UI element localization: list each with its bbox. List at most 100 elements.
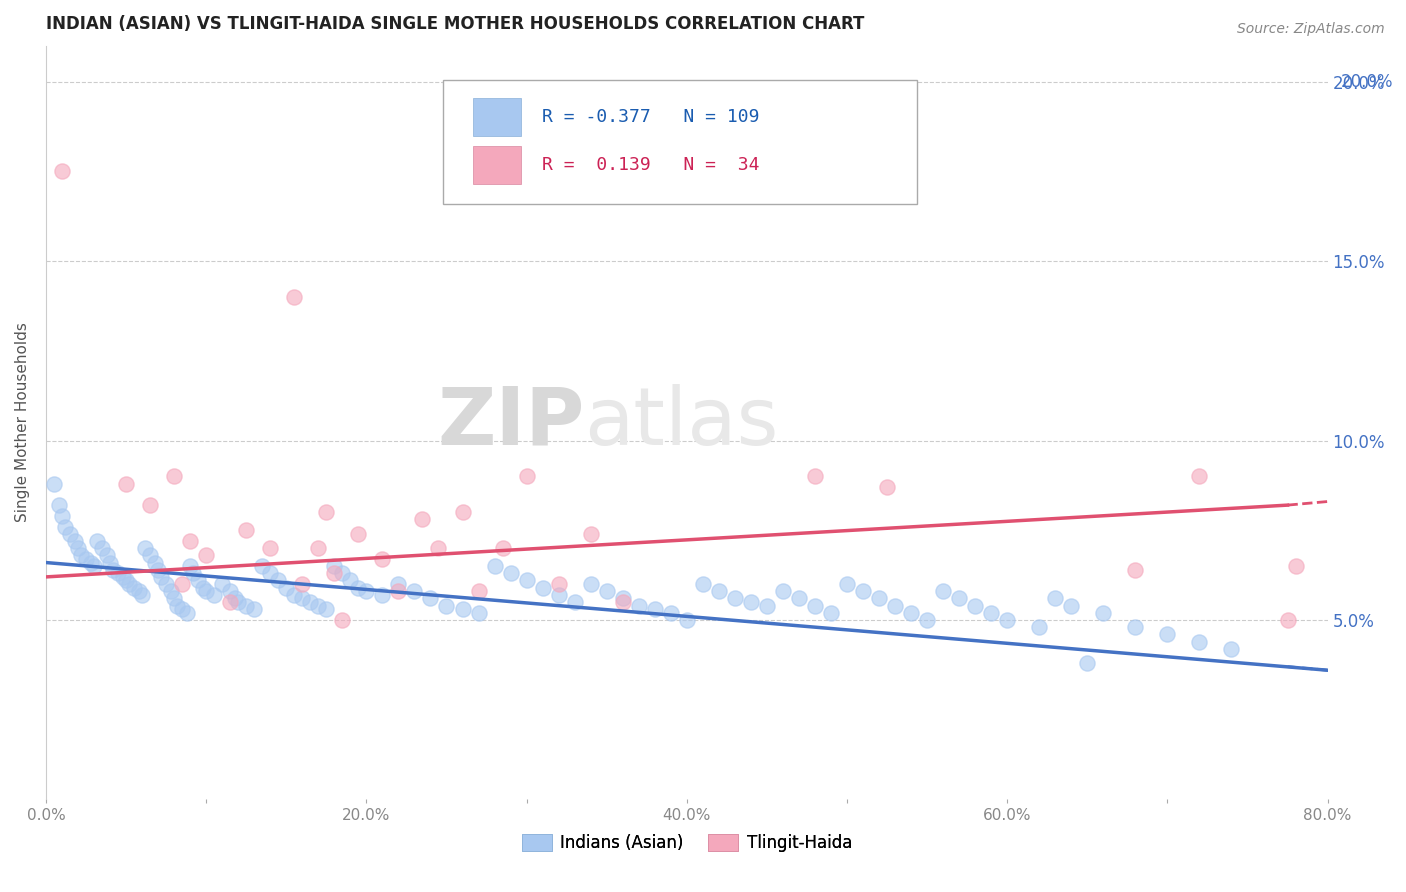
Point	[183, 566, 205, 581]
Point	[1060, 599, 1083, 613]
Point	[98, 556, 121, 570]
Point	[107, 566, 129, 581]
Point	[259, 541, 281, 556]
Point	[564, 595, 586, 609]
Point	[900, 606, 922, 620]
Point	[323, 559, 346, 574]
Point	[965, 599, 987, 613]
FancyBboxPatch shape	[472, 146, 522, 184]
Point	[96, 549, 118, 563]
Point	[134, 541, 156, 556]
Point	[139, 549, 162, 563]
Text: INDIAN (ASIAN) VS TLINGIT-HAIDA SINGLE MOTHER HOUSEHOLDS CORRELATION CHART: INDIAN (ASIAN) VS TLINGIT-HAIDA SINGLE M…	[46, 15, 865, 33]
Point	[172, 602, 194, 616]
Point	[980, 606, 1002, 620]
Point	[323, 566, 346, 581]
Point	[219, 595, 242, 609]
Point	[252, 559, 274, 574]
Point	[53, 519, 76, 533]
Point	[75, 552, 97, 566]
Point	[692, 577, 714, 591]
Point	[484, 559, 506, 574]
Point	[146, 563, 169, 577]
Point	[283, 290, 305, 304]
Point	[876, 480, 898, 494]
Point	[51, 164, 73, 178]
Point	[143, 556, 166, 570]
Point	[150, 570, 173, 584]
Point	[63, 534, 86, 549]
Point	[995, 613, 1018, 627]
FancyBboxPatch shape	[443, 79, 918, 204]
Point	[155, 577, 177, 591]
Point	[187, 574, 209, 588]
Text: ZIP: ZIP	[437, 384, 585, 461]
Point	[820, 606, 842, 620]
Point	[804, 599, 827, 613]
Point	[595, 584, 617, 599]
Point	[347, 526, 370, 541]
Point	[172, 577, 194, 591]
Point	[371, 588, 394, 602]
Point	[160, 584, 183, 599]
Point	[659, 606, 682, 620]
Point	[80, 556, 103, 570]
Point	[499, 566, 522, 581]
Point	[166, 599, 188, 613]
Text: R =  0.139   N =  34: R = 0.139 N = 34	[541, 156, 759, 174]
Point	[70, 549, 93, 563]
Point	[291, 591, 314, 606]
Point	[612, 591, 634, 606]
Point	[371, 552, 394, 566]
Point	[283, 588, 305, 602]
Point	[211, 577, 233, 591]
Point	[235, 599, 257, 613]
Point	[612, 595, 634, 609]
Point	[884, 599, 907, 613]
Point	[1188, 469, 1211, 483]
Point	[299, 595, 322, 609]
Point	[276, 581, 298, 595]
Point	[42, 476, 65, 491]
Point	[772, 584, 794, 599]
Point	[291, 577, 314, 591]
Point	[419, 591, 441, 606]
Point	[179, 559, 201, 574]
Point	[451, 602, 474, 616]
Point	[330, 566, 353, 581]
Point	[128, 584, 150, 599]
Point	[111, 570, 134, 584]
Point	[1277, 613, 1299, 627]
Point	[243, 602, 266, 616]
Point	[948, 591, 970, 606]
Point	[451, 505, 474, 519]
Point	[1156, 627, 1178, 641]
Point	[868, 591, 890, 606]
Point	[115, 574, 138, 588]
Point	[1125, 620, 1147, 634]
Point	[1125, 563, 1147, 577]
Text: 20.0%: 20.0%	[1340, 72, 1393, 91]
Point	[579, 526, 602, 541]
Text: R = -0.377   N = 109: R = -0.377 N = 109	[541, 108, 759, 127]
Point	[330, 613, 353, 627]
Text: Source: ZipAtlas.com: Source: ZipAtlas.com	[1237, 22, 1385, 37]
Point	[195, 549, 218, 563]
Point	[347, 581, 370, 595]
Point	[139, 498, 162, 512]
Point	[411, 512, 433, 526]
Point	[467, 584, 489, 599]
Point	[66, 541, 89, 556]
Point	[531, 581, 554, 595]
FancyBboxPatch shape	[472, 98, 522, 136]
Point	[235, 523, 257, 537]
Y-axis label: Single Mother Households: Single Mother Households	[15, 323, 30, 523]
Point	[755, 599, 778, 613]
Point	[163, 469, 186, 483]
Point	[224, 591, 246, 606]
Point	[467, 606, 489, 620]
Point	[115, 476, 138, 491]
Point	[307, 599, 329, 613]
Point	[547, 588, 569, 602]
Point	[83, 559, 105, 574]
